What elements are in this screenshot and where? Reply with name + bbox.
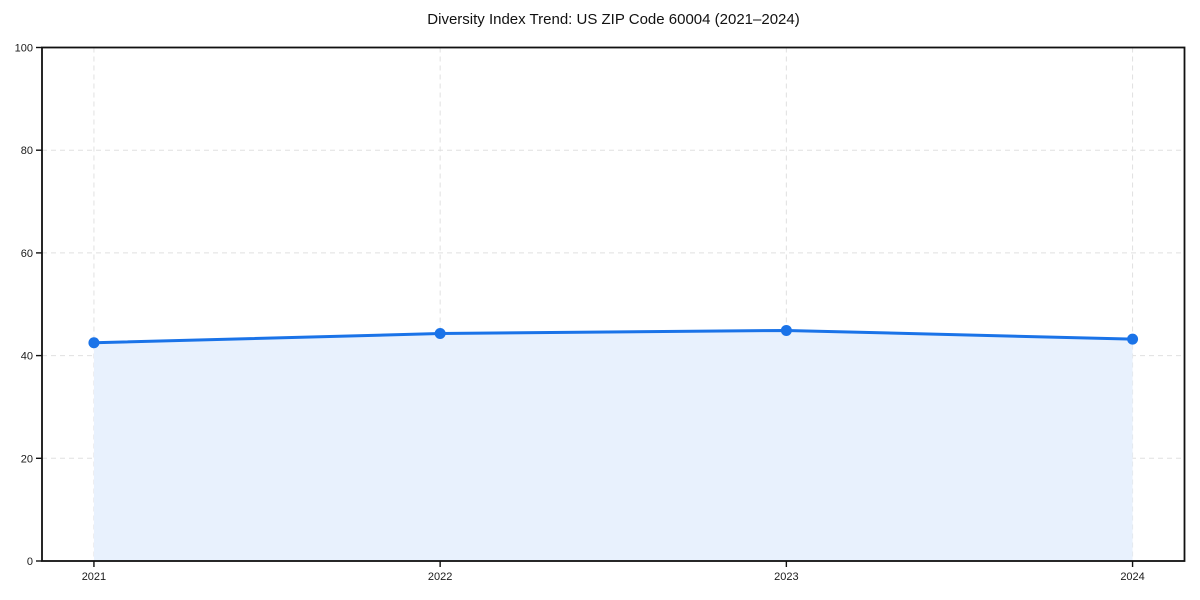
data-point-marker [1127, 333, 1139, 345]
y-tick-label: 40 [21, 351, 33, 363]
data-point-marker [88, 337, 100, 349]
x-tick-label: 2024 [1120, 571, 1144, 583]
y-tick-label: 100 [15, 43, 33, 55]
area-fill [93, 330, 1133, 561]
data-point-marker [434, 328, 446, 340]
plot-border [41, 46, 1186, 562]
data-point-marker [780, 324, 792, 336]
x-tick-label: 2023 [774, 571, 798, 583]
x-tick-label: 2022 [428, 571, 452, 583]
trend-line [92, 328, 1135, 345]
y-tick-label: 80 [21, 145, 33, 157]
y-tick-label: 60 [21, 248, 33, 260]
y-tick-label: 0 [27, 556, 33, 568]
chart-title: Diversity Index Trend: US ZIP Code 60004… [427, 11, 800, 28]
y-tick-label: 20 [21, 453, 33, 465]
x-tick-label: 2021 [82, 571, 106, 583]
